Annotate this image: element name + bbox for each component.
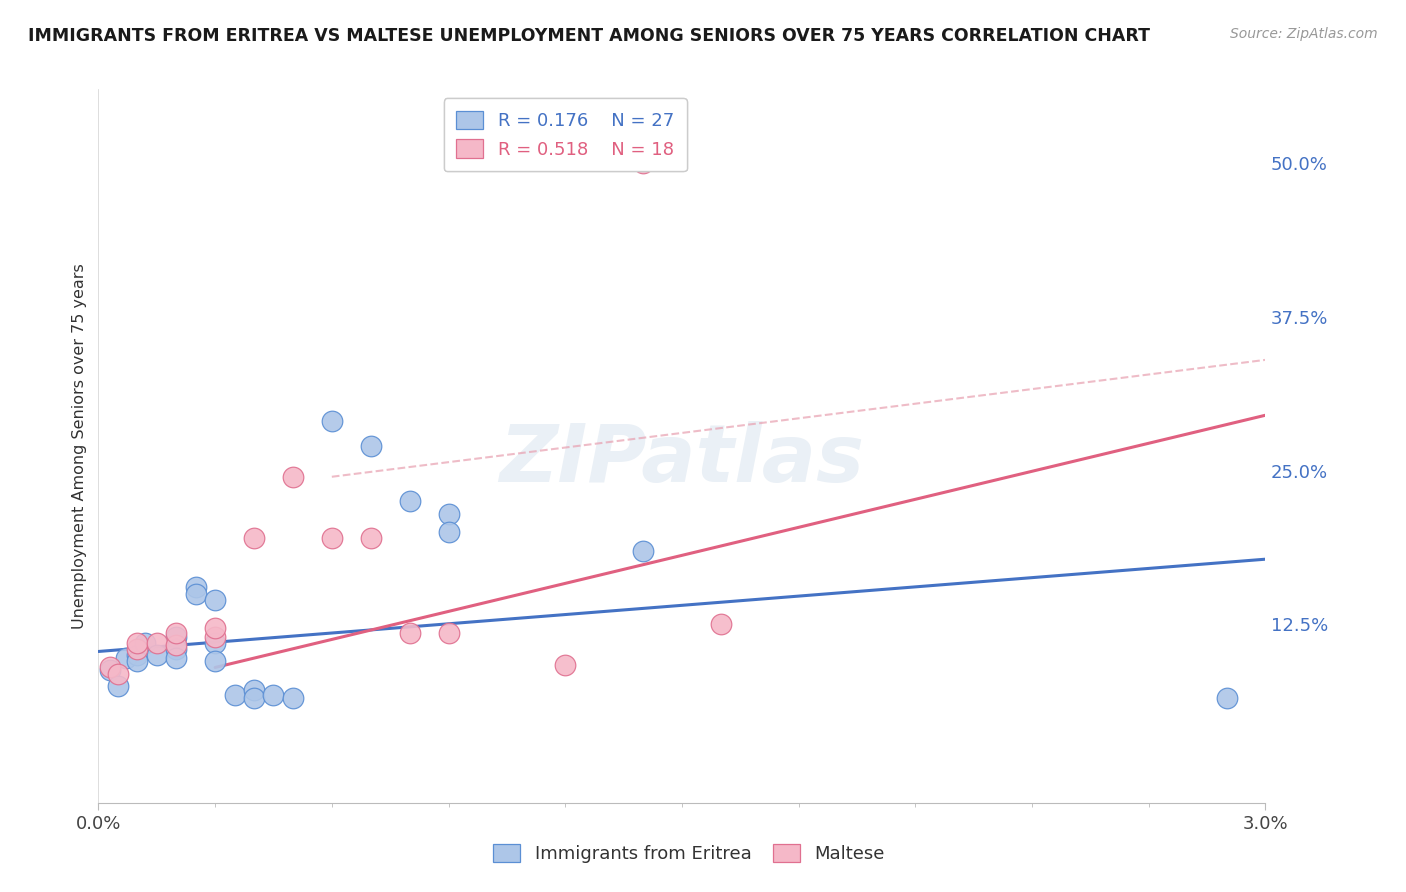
- Point: [204, 630, 226, 644]
- Point: [631, 543, 654, 558]
- Point: [146, 648, 169, 662]
- Point: [1215, 691, 1237, 706]
- Point: [398, 626, 420, 640]
- Point: [127, 654, 149, 668]
- Point: [321, 414, 343, 428]
- Point: [360, 531, 382, 545]
- Point: [127, 642, 149, 657]
- Point: [360, 439, 382, 453]
- Point: [114, 650, 136, 665]
- Point: [204, 592, 226, 607]
- Point: [127, 636, 149, 650]
- Text: Source: ZipAtlas.com: Source: ZipAtlas.com: [1230, 27, 1378, 41]
- Point: [554, 658, 576, 673]
- Text: ZIPatlas: ZIPatlas: [499, 421, 865, 500]
- Point: [98, 663, 121, 677]
- Point: [224, 688, 246, 702]
- Point: [321, 531, 343, 545]
- Point: [98, 660, 121, 674]
- Point: [165, 626, 187, 640]
- Point: [262, 688, 284, 702]
- Point: [204, 636, 226, 650]
- Point: [184, 581, 207, 595]
- Point: [398, 494, 420, 508]
- Point: [127, 648, 149, 662]
- Point: [204, 654, 226, 668]
- Point: [710, 617, 733, 632]
- Point: [107, 679, 129, 693]
- Point: [165, 638, 187, 652]
- Point: [243, 682, 266, 697]
- Text: IMMIGRANTS FROM ERITREA VS MALTESE UNEMPLOYMENT AMONG SENIORS OVER 75 YEARS CORR: IMMIGRANTS FROM ERITREA VS MALTESE UNEMP…: [28, 27, 1150, 45]
- Point: [437, 525, 460, 540]
- Point: [165, 630, 187, 644]
- Point: [437, 626, 460, 640]
- Point: [107, 666, 129, 681]
- Point: [281, 691, 304, 706]
- Point: [243, 691, 266, 706]
- Point: [134, 636, 156, 650]
- Point: [243, 531, 266, 545]
- Point: [146, 636, 169, 650]
- Legend: Immigrants from Eritrea, Maltese: Immigrants from Eritrea, Maltese: [482, 833, 896, 874]
- Point: [437, 507, 460, 521]
- Legend: R = 0.176    N = 27, R = 0.518    N = 18: R = 0.176 N = 27, R = 0.518 N = 18: [444, 98, 686, 171]
- Point: [184, 587, 207, 601]
- Point: [631, 156, 654, 170]
- Point: [165, 642, 187, 657]
- Y-axis label: Unemployment Among Seniors over 75 years: Unemployment Among Seniors over 75 years: [72, 263, 87, 629]
- Point: [204, 621, 226, 635]
- Point: [165, 650, 187, 665]
- Point: [281, 469, 304, 483]
